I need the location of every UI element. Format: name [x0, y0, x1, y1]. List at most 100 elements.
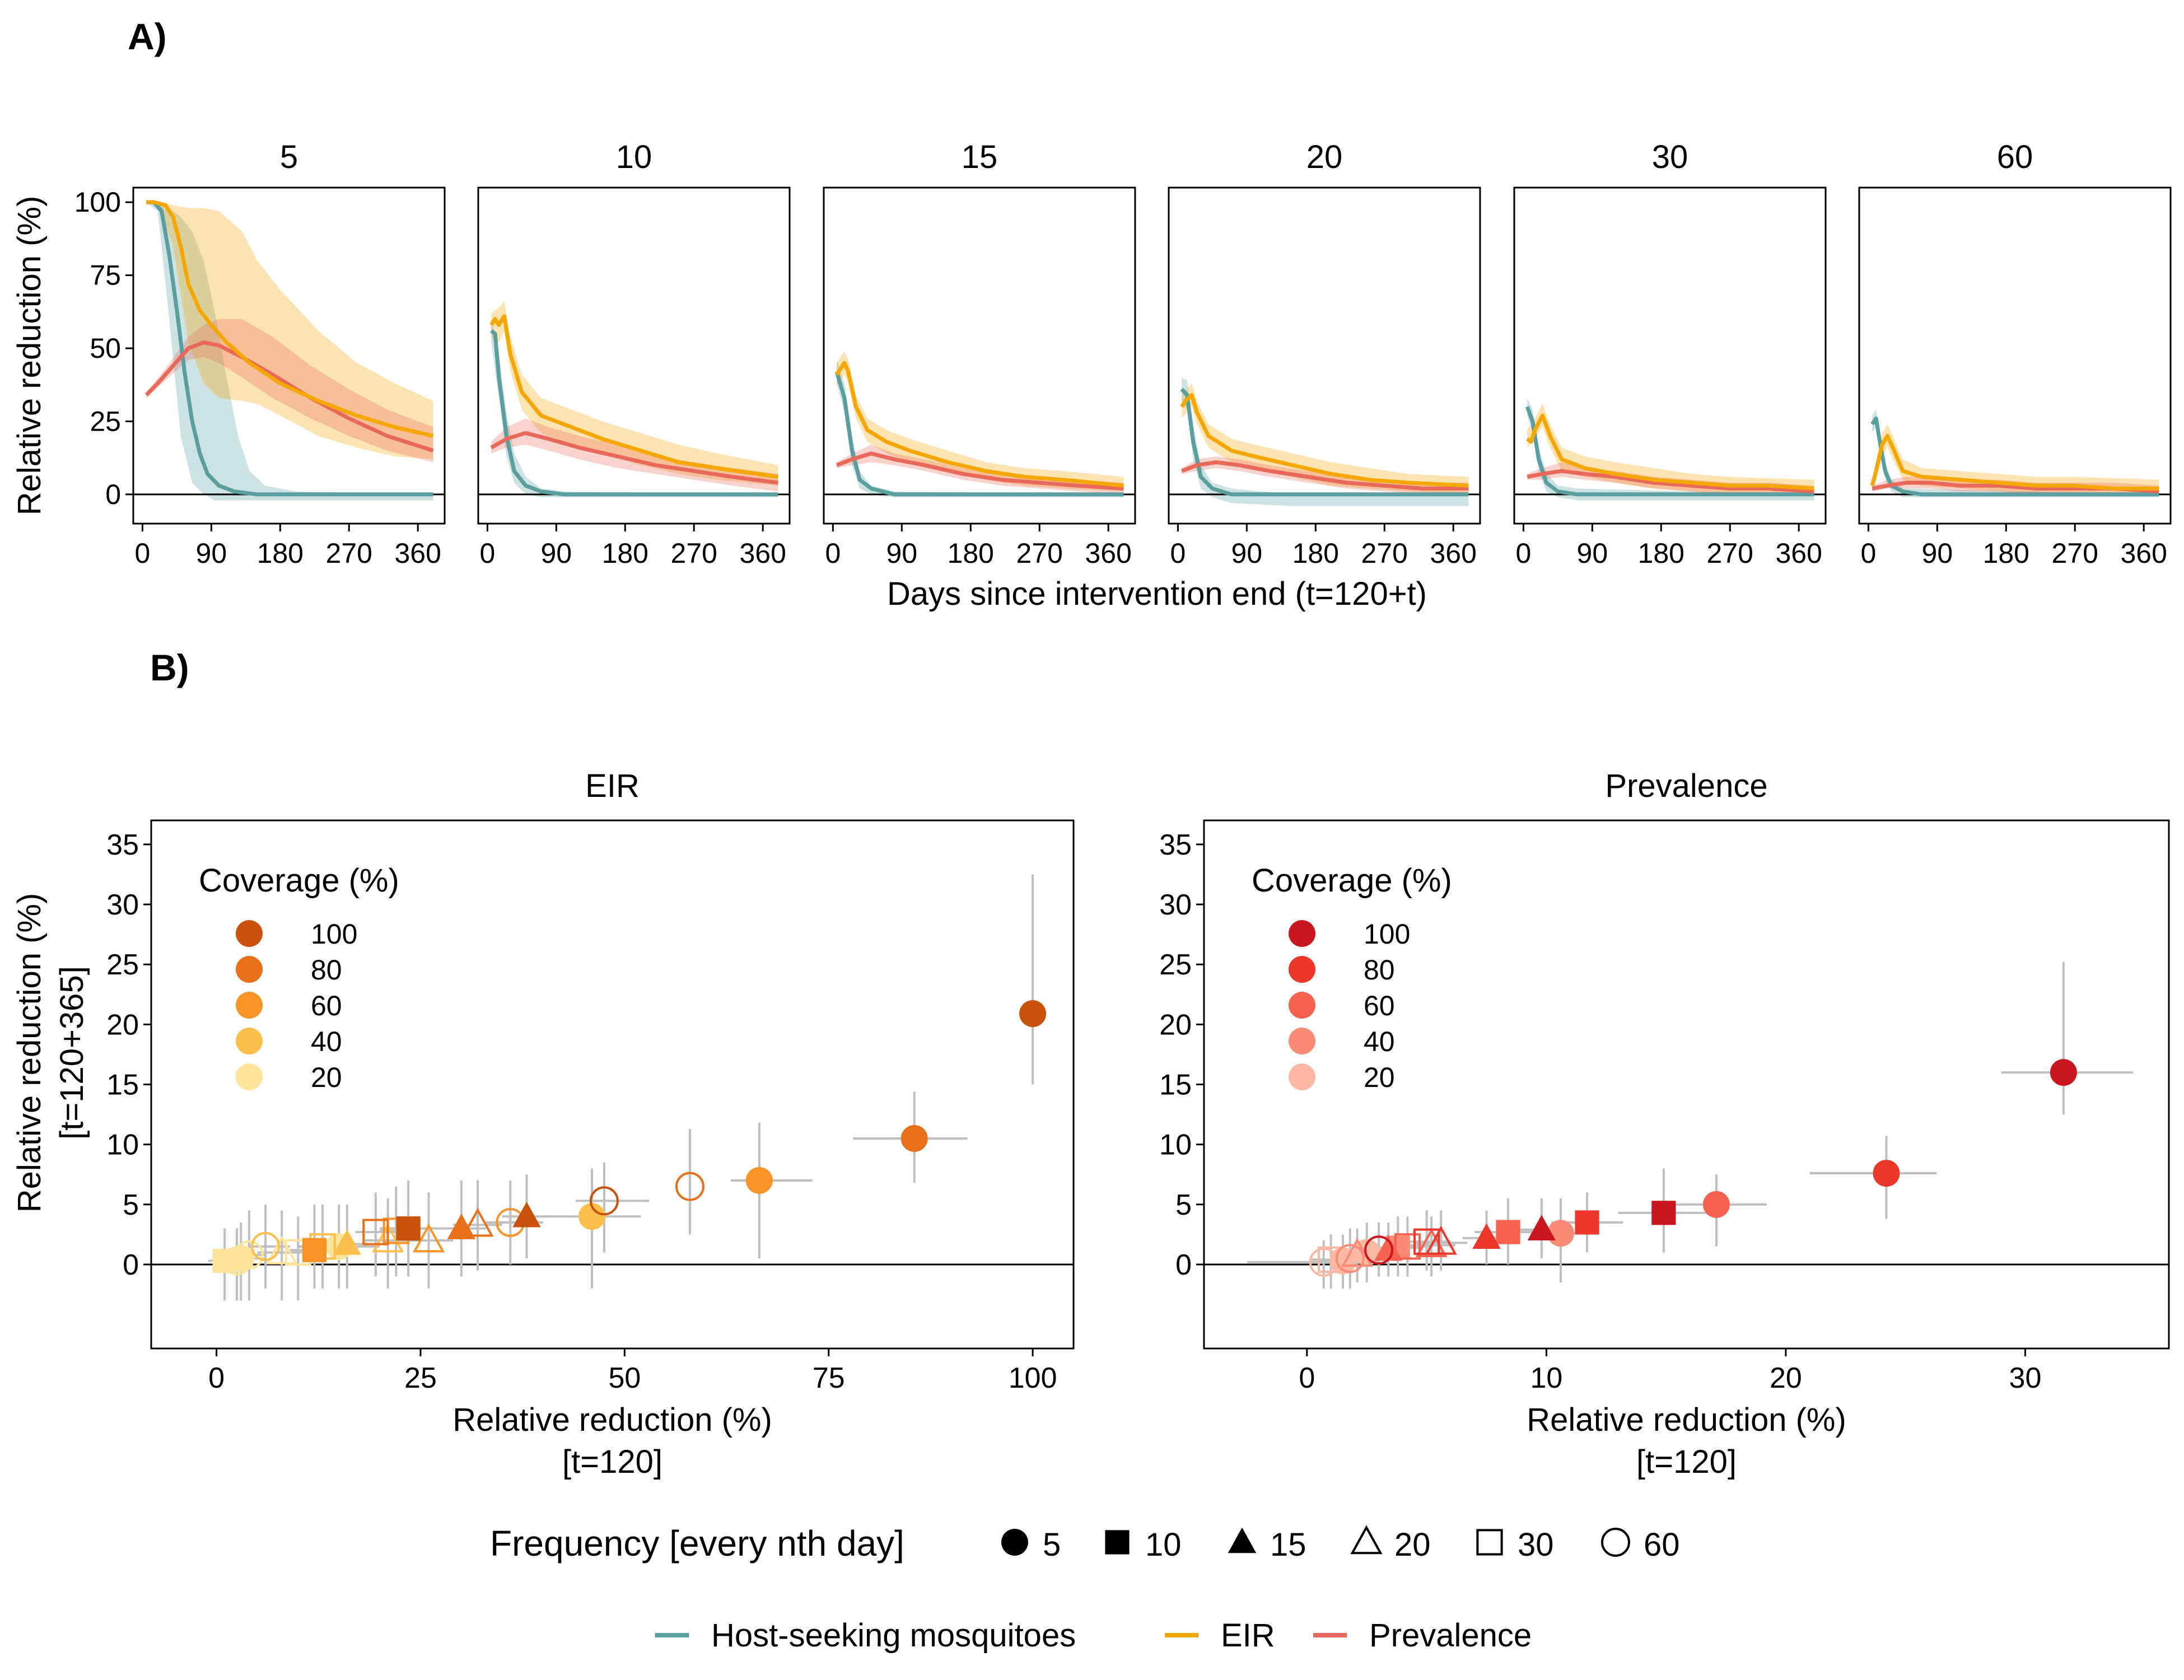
- marker-filled-triangle: [1472, 1223, 1501, 1249]
- coverage-legend-label: 100: [311, 918, 357, 950]
- coverage-legend-label: 60: [1364, 990, 1395, 1021]
- x-tick-label: 270: [1361, 538, 1408, 569]
- marker-filled-circle: [1873, 1160, 1900, 1187]
- prevalence-line: [836, 451, 1124, 491]
- y-tick-label: 15: [106, 1069, 139, 1102]
- host-seeking-line: [146, 200, 433, 497]
- y-tick-label: 0: [1175, 1249, 1192, 1281]
- y-tick-label: 20: [106, 1009, 139, 1041]
- x-tick-label: 30: [2009, 1362, 2042, 1394]
- eir-line: [1526, 413, 1814, 491]
- facet-plot-area: [1169, 377, 1480, 506]
- y-tick-label: 5: [123, 1189, 139, 1221]
- facet-frame: [823, 186, 1136, 525]
- x-tick-label: 0: [1299, 1362, 1315, 1394]
- marker-open-circle: [589, 1186, 619, 1216]
- coverage-legend-label: 20: [1364, 1062, 1395, 1093]
- x-tick-label: 90: [1577, 538, 1608, 569]
- coverage-legend-label: 60: [311, 990, 342, 1021]
- facet-plot-area: [1514, 398, 1826, 501]
- marker-filled-circle: [1019, 1000, 1047, 1028]
- marker-open-triangle: [1350, 1525, 1383, 1555]
- scatter-facet-title: Prevalence: [1605, 768, 1767, 804]
- eir-band: [837, 351, 1124, 492]
- x-tick-label: 0: [479, 538, 495, 569]
- marker-filled-circle: [745, 1166, 773, 1194]
- x-tick-label: 0: [208, 1362, 225, 1394]
- coverage-legend-label: 40: [311, 1026, 342, 1057]
- marker-filled-square: [1651, 1201, 1676, 1225]
- y-tick-label: 25: [90, 405, 121, 437]
- y-tick-label: 25: [106, 949, 139, 981]
- eir-band: [491, 301, 778, 486]
- marker-filled-triangle: [512, 1201, 541, 1228]
- scatter-frame: [150, 819, 1075, 1350]
- marker-open-circle: [675, 1172, 704, 1201]
- y-tick-label: 75: [90, 260, 121, 291]
- marker-filled-square: [1105, 1530, 1130, 1555]
- marker-open-square: [1317, 1246, 1345, 1273]
- x-tick-label: 50: [608, 1362, 641, 1394]
- marker-open-triangle: [265, 1235, 298, 1264]
- x-tick-label: 270: [1707, 538, 1753, 569]
- eir-line: [835, 361, 1124, 488]
- facet-60: 60 0 90 180 270 360: [1858, 139, 2172, 569]
- x-axis-title: Relative reduction (%): [1527, 1402, 1846, 1438]
- x-tick-label: 360: [1775, 538, 1822, 569]
- coverage-legend-label: 80: [1364, 954, 1395, 986]
- marker-open-circle: [1601, 1528, 1630, 1557]
- x-tick-label: 0: [1170, 538, 1186, 569]
- x-tick-label: 20: [1770, 1362, 1802, 1394]
- scatter-facet-prevalence: Prevalence 0 10 20 30 0 5 10 15 20 25 30 35 Relative …: [1159, 768, 2170, 1480]
- y-tick-label: 35: [106, 829, 139, 861]
- marker-open-circle: [1364, 1235, 1394, 1265]
- marker-filled-circle: [578, 1203, 606, 1230]
- series-legend-label: EIR: [1221, 1617, 1275, 1654]
- y-axis-subtitle: [t=120+365]: [54, 966, 90, 1140]
- x-tick-label: 360: [1430, 538, 1476, 569]
- marker-filled-circle: [2050, 1059, 2077, 1086]
- x-tick-label: 90: [886, 538, 918, 569]
- x-tick-label: 25: [404, 1362, 437, 1394]
- marker-filled-circle: [1289, 956, 1315, 983]
- x-axis-title: Relative reduction (%): [452, 1402, 772, 1438]
- x-tick-label: 360: [739, 538, 786, 569]
- x-tick-label: 360: [2120, 538, 2167, 569]
- x-tick-label: 0: [825, 538, 841, 569]
- marker-filled-circle: [1289, 920, 1315, 947]
- x-tick-label: 360: [394, 538, 441, 569]
- marker-filled-triangle: [1527, 1215, 1556, 1241]
- facet-frame: [1858, 186, 2172, 525]
- x-tick-label: 0: [1515, 538, 1531, 569]
- eir-line: [1180, 393, 1469, 488]
- marker-filled-square: [1575, 1210, 1599, 1235]
- eir-line: [489, 314, 778, 479]
- marker-filled-circle: [1289, 1063, 1315, 1090]
- marker-open-circle: [251, 1231, 281, 1261]
- coverage-legend-title: Coverage (%): [199, 862, 399, 899]
- marker-open-circle: [1335, 1244, 1365, 1273]
- x-tick-label: 90: [196, 538, 227, 569]
- marker-open-square: [1394, 1233, 1421, 1260]
- facet-title-30: 30: [1652, 139, 1688, 175]
- x-tick-label: 180: [948, 538, 994, 569]
- y-tick-label: 0: [105, 479, 121, 510]
- coverage-legend-label: 20: [311, 1062, 342, 1093]
- host-band: [1182, 377, 1469, 506]
- marker-open-triangle: [1425, 1225, 1457, 1255]
- host-seeking-line: [1180, 388, 1469, 497]
- x-tick-label: 90: [1231, 538, 1263, 569]
- coverage-legend-label: 100: [1364, 918, 1410, 950]
- facet-20: 20 0 90 180 270 360: [1168, 139, 1481, 569]
- prevalence-line: [490, 431, 778, 485]
- x-axis-subtitle: [t=120]: [562, 1444, 662, 1480]
- marker-open-square: [1476, 1529, 1503, 1556]
- y-tick-label: 15: [1159, 1069, 1192, 1102]
- y-axis-title: Relative reduction (%): [11, 893, 48, 1213]
- host-seeking-line: [834, 371, 1124, 497]
- marker-filled-circle: [900, 1124, 928, 1152]
- marker-filled-triangle: [333, 1229, 362, 1255]
